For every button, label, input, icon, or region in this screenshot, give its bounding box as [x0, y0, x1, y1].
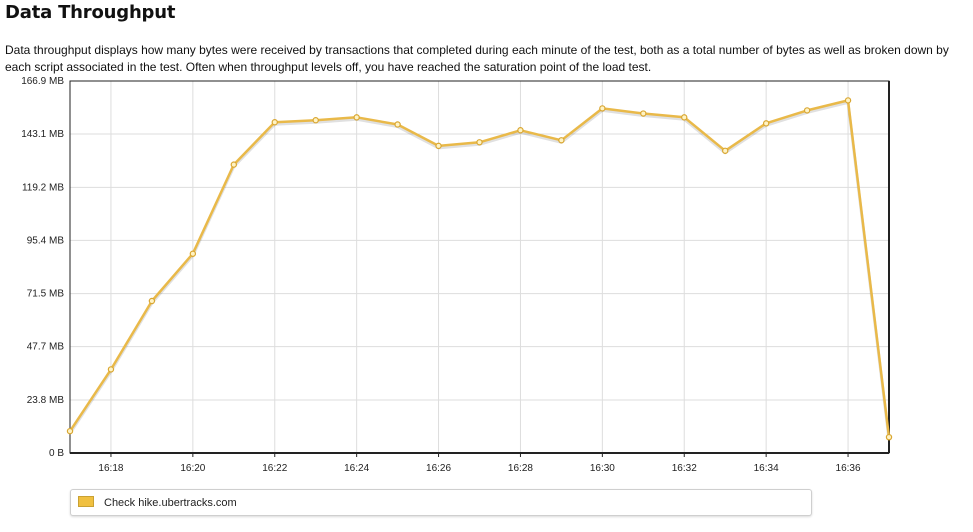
data-point[interactable] [148, 297, 156, 305]
x-tick-label: 16:32 [672, 463, 697, 474]
data-point[interactable] [435, 142, 442, 150]
x-tick-label: 16:36 [836, 463, 861, 474]
x-tick-label: 16:34 [754, 463, 779, 474]
y-axis-ticks: 0 B 23.8 MB 47.7 MB 71.5 MB 95.4 MB 119.2 MB 1… [21, 76, 64, 459]
legend-label[interactable]: Check hike.ubertracks.com [104, 497, 237, 509]
legend-swatch[interactable] [78, 496, 94, 507]
chart-legend: Check hike.ubertracks.com [70, 489, 812, 516]
page-title: Data Throughput [5, 2, 176, 23]
data-point[interactable] [517, 127, 524, 134]
data-point[interactable] [640, 110, 647, 117]
data-point[interactable] [844, 97, 852, 104]
data-point[interactable] [803, 107, 811, 114]
grid-lines [70, 81, 889, 453]
y-tick-label: 119.2 MB [22, 182, 64, 193]
x-axis-ticks: 16:18 16:20 16:22 16:24 16:26 16:28 16:30 16:32… [98, 453, 861, 474]
data-point[interactable] [476, 139, 483, 146]
data-point[interactable] [885, 433, 893, 441]
data-point[interactable] [66, 427, 74, 435]
y-tick-label: 95.4 MB [27, 235, 65, 246]
x-tick-label: 16:18 [98, 463, 123, 474]
x-tick-label: 16:30 [590, 463, 615, 474]
y-tick-label: 0 B [49, 448, 64, 459]
data-point[interactable] [394, 121, 401, 128]
y-tick-label: 166.9 MB [21, 76, 64, 87]
data-point[interactable] [189, 250, 197, 257]
x-tick-label: 16:28 [508, 463, 533, 474]
data-point[interactable] [681, 114, 688, 121]
data-point[interactable] [107, 366, 115, 373]
data-point[interactable] [558, 137, 565, 144]
x-tick-label: 16:22 [262, 463, 287, 474]
data-point[interactable] [722, 147, 729, 154]
chart-axes [69, 80, 890, 454]
y-tick-label: 23.8 MB [27, 395, 65, 406]
y-tick-label: 47.7 MB [27, 342, 65, 353]
y-tick-label: 71.5 MB [27, 289, 65, 300]
y-tick-label: 143.1 MB [21, 129, 64, 140]
x-tick-label: 16:20 [180, 463, 205, 474]
data-point[interactable] [271, 119, 278, 126]
series-layer [66, 97, 893, 441]
data-point[interactable] [353, 114, 360, 121]
data-point[interactable] [312, 117, 319, 124]
data-point[interactable] [230, 161, 237, 168]
data-point[interactable] [762, 120, 770, 127]
data-point[interactable] [599, 105, 606, 112]
x-tick-label: 16:26 [426, 463, 451, 474]
x-tick-label: 16:24 [344, 463, 369, 474]
page-description: Data throughput displays how many bytes … [5, 43, 949, 74]
